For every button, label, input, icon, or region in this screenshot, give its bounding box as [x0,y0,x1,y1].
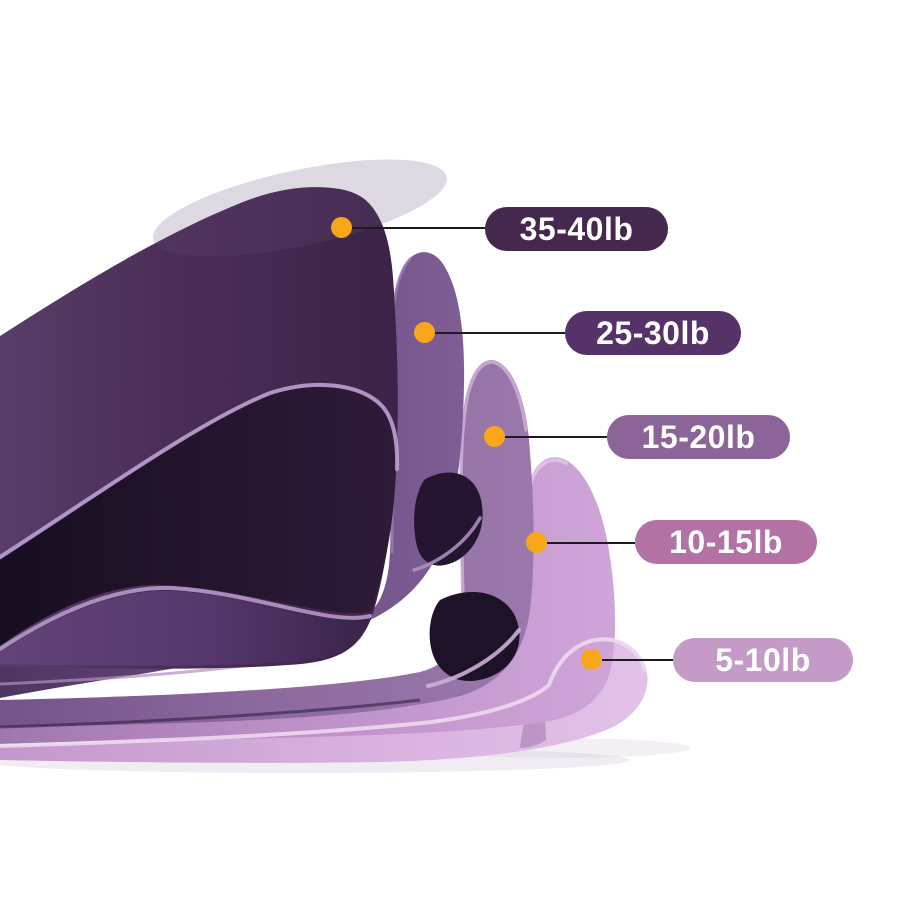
callout-dot-25-30lb [414,322,435,343]
callout-line-35-40lb [352,227,485,229]
band-35-40lb-shape [0,159,447,669]
callout-line-25-30lb [435,332,565,334]
band-5-edge-highlight [0,637,647,748]
callout-dot-15-20lb [484,426,505,447]
band-15-20lb-shape [0,360,534,729]
callout-pill-35-40lb: 35-40lb [485,207,668,251]
callout-pill-15-20lb: 15-20lb [607,415,790,459]
callout-dot-10-15lb [526,532,547,553]
callout-line-15-20lb [505,436,607,438]
callout-line-5-10lb [602,659,673,661]
callout-pill-25-30lb: 25-30lb [565,311,741,355]
callout-pill-5-10lb: 5-10lb [673,638,853,682]
callout-pill-10-15lb: 10-15lb [635,520,817,564]
callout-line-10-15lb [547,542,635,544]
callout-dot-5-10lb [581,649,602,670]
callout-dot-35-40lb [331,217,352,238]
